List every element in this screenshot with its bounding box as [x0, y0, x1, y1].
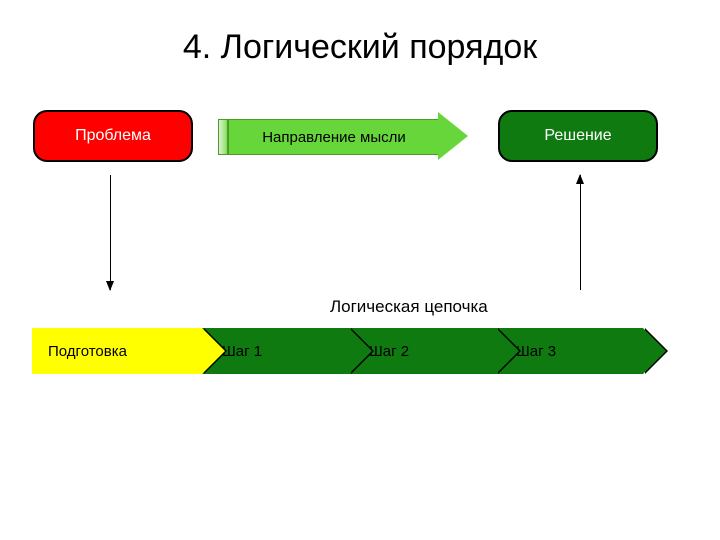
problem-label: Проблема — [75, 127, 151, 145]
direction-arrow-label: Направление мысли — [262, 129, 406, 146]
chain-step-body: Подготовка — [32, 328, 202, 374]
chain-step-label: Шаг 2 — [369, 343, 409, 360]
chevron-head-icon — [349, 328, 372, 374]
direction-arrow-head — [438, 112, 468, 160]
direction-arrow-tail — [218, 119, 228, 155]
solution-box: Решение — [498, 110, 658, 162]
arrow-up-icon — [580, 175, 581, 290]
chain-step-label: Шаг 1 — [222, 343, 262, 360]
diagram-stage: 4. Логический порядок Проблема Решение Н… — [0, 0, 720, 540]
chevron-head-icon — [496, 328, 519, 374]
chevron-head-icon — [202, 328, 225, 374]
chain-step-label: Подготовка — [48, 343, 127, 360]
chain-label: Логическая цепочка — [330, 297, 488, 317]
chain-step-label: Шаг 3 — [516, 343, 556, 360]
arrow-down-icon — [110, 175, 111, 290]
slide-title: 4. Логический порядок — [0, 28, 720, 67]
solution-label: Решение — [544, 127, 611, 145]
chain-step: Подготовка — [32, 328, 202, 374]
step-chain: Подготовка Шаг 1 Шаг 2 Шаг 3 — [32, 328, 665, 374]
chevron-head-icon — [643, 328, 666, 374]
problem-box: Проблема — [33, 110, 193, 162]
direction-arrow-body: Направление мысли — [228, 119, 440, 155]
direction-arrow: Направление мысли — [218, 112, 468, 160]
